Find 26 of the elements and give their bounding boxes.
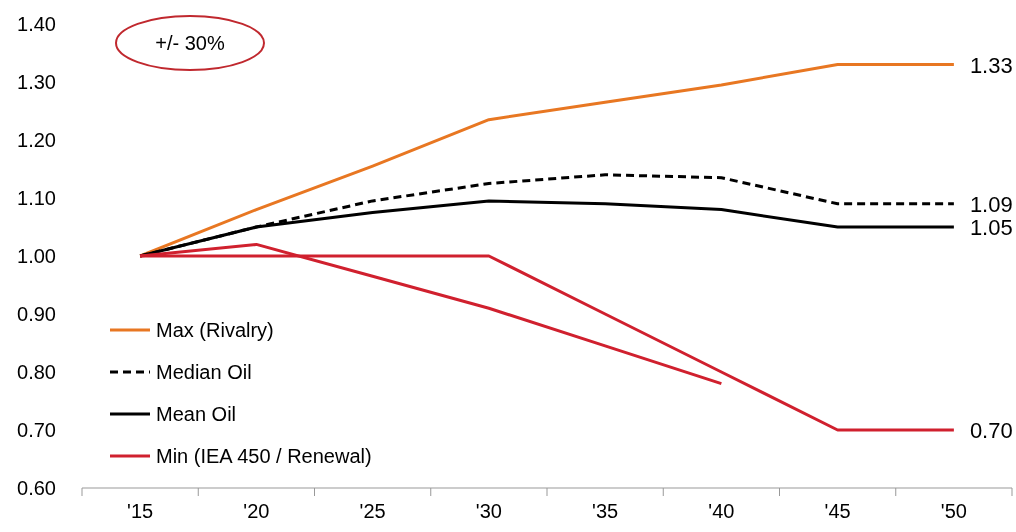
annotation: +/- 30% bbox=[155, 32, 225, 54]
data-label: 1.05 bbox=[969, 215, 1013, 240]
legend-label: Median Oil bbox=[156, 361, 252, 383]
x-tick-label: '35 bbox=[592, 500, 619, 522]
y-tick-label: 1.10 bbox=[17, 187, 56, 209]
x-tick-label: '50 bbox=[940, 500, 967, 522]
data-label: 1.09 bbox=[969, 191, 1013, 217]
y-tick-label: 0.80 bbox=[17, 361, 56, 383]
y-tick-label: 1.40 bbox=[17, 13, 56, 35]
x-tick-label: '25 bbox=[359, 500, 386, 522]
y-tick-label: 1.30 bbox=[17, 71, 56, 93]
x-tick-label: '45 bbox=[824, 500, 851, 522]
legend-label: Min (IEA 450 / Renewal) bbox=[156, 445, 372, 467]
data-label: 0.70 bbox=[969, 418, 1013, 443]
y-tick-label: 1.20 bbox=[17, 129, 56, 151]
x-tick-label: '30 bbox=[475, 500, 502, 522]
y-tick-label: 0.60 bbox=[17, 477, 56, 499]
y-tick-label: 0.70 bbox=[17, 419, 56, 441]
y-tick-label: 0.90 bbox=[17, 303, 56, 325]
y-tick-label: 1.00 bbox=[17, 245, 56, 267]
legend-label: Max (Rivalry) bbox=[156, 319, 274, 341]
legend-label: Mean Oil bbox=[156, 403, 237, 425]
data-label: 1.33 bbox=[969, 52, 1013, 78]
x-tick-label: '15 bbox=[127, 500, 154, 522]
x-tick-label: '40 bbox=[708, 500, 735, 522]
x-tick-label: '20 bbox=[243, 500, 270, 522]
